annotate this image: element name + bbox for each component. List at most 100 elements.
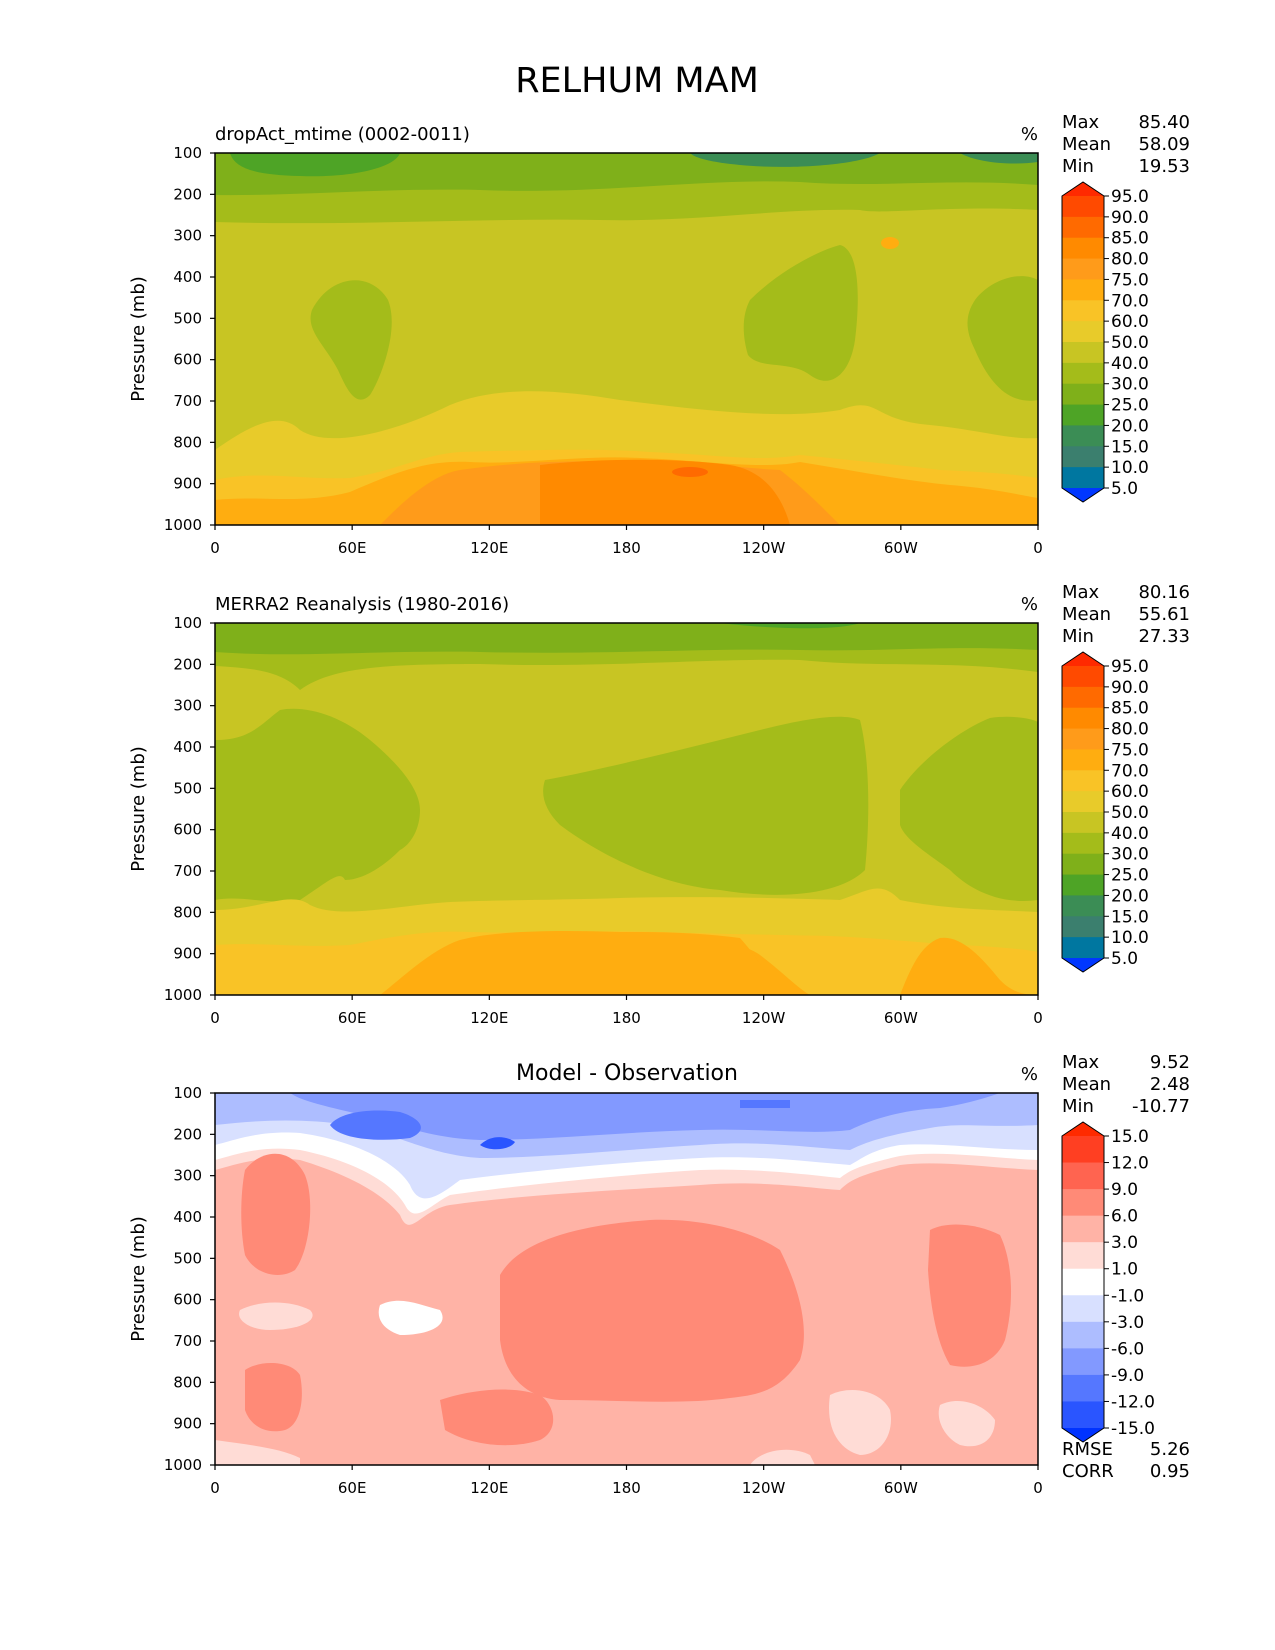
contour-field-2 [215, 623, 1038, 995]
colorbar-swatch [1062, 1136, 1104, 1164]
x-tick-label: 180 [612, 539, 641, 557]
colorbar-label: 30.0 [1111, 845, 1149, 865]
y-tick-label: 300 [173, 227, 202, 245]
y-tick-label: 700 [173, 392, 202, 410]
contour-field-3 [215, 1093, 1038, 1465]
colorbar-label: 10.0 [1111, 928, 1149, 948]
x-tick-label: 120E [470, 1479, 508, 1497]
stat-value: 80.16 [1138, 582, 1190, 603]
x-tick-label: 120E [470, 539, 508, 557]
y-tick-label: 800 [173, 433, 202, 451]
colorbar-label: 12.0 [1111, 1154, 1149, 1174]
colorbar-label: 25.0 [1111, 866, 1149, 886]
y-tick-label: 900 [173, 1415, 202, 1433]
colorbar-extend-bottom [1062, 488, 1104, 502]
colorbar-swatch [1062, 300, 1104, 322]
colorbar-swatch [1062, 1162, 1104, 1190]
colorbar-extend-top [1062, 182, 1104, 196]
colorbar-label: 80.0 [1111, 250, 1149, 270]
x-tick-label: 180 [612, 1479, 641, 1497]
colorbar-extend-top [1062, 652, 1104, 666]
stat-label: Min [1062, 1096, 1094, 1117]
y-tick-label: 700 [173, 862, 202, 880]
colorbar-label: 10.0 [1111, 458, 1149, 478]
colorbar-label: 40.0 [1111, 824, 1149, 844]
panel-3-title: Model - Observation [516, 1061, 738, 1086]
colorbar-swatch [1062, 279, 1104, 301]
colorbar-label: 50.0 [1111, 333, 1149, 353]
x-tick-label: 60E [338, 1009, 367, 1027]
colorbar-label: -6.0 [1111, 1339, 1144, 1359]
x-tick-label: 0 [1033, 1009, 1043, 1027]
colorbar-swatch [1062, 916, 1104, 938]
colorbar-label: 95.0 [1111, 187, 1149, 207]
colorbar-label: 50.0 [1111, 803, 1149, 823]
colorbar-label: 80.0 [1111, 720, 1149, 740]
x-tick-label: 60W [884, 1009, 918, 1027]
x-tick-label: 0 [210, 539, 220, 557]
panel-2-ylabel: Pressure (mb) [128, 746, 149, 872]
x-tick-label: 60E [338, 1479, 367, 1497]
colorbar-label: 5.0 [1111, 479, 1138, 499]
colorbar-label: 90.0 [1111, 678, 1149, 698]
stat-label: CORR [1062, 1461, 1114, 1482]
x-tick-label: 60W [884, 539, 918, 557]
colorbar-swatch [1062, 446, 1104, 468]
y-tick-label: 600 [173, 1291, 202, 1309]
panel-1: dropAct_mtime (0002-0011) % Pressure (mb… [128, 112, 1190, 557]
colorbar-swatch [1062, 425, 1104, 447]
colorbar-label: 15.0 [1111, 907, 1149, 927]
y-tick-label: 500 [173, 309, 202, 327]
y-tick-label: 500 [173, 1249, 202, 1267]
x-tick-label: 0 [1033, 539, 1043, 557]
colorbar-swatch [1062, 196, 1104, 218]
colorbar-label: 40.0 [1111, 354, 1149, 374]
colorbar-label: 30.0 [1111, 375, 1149, 395]
colorbar-swatch [1062, 258, 1104, 281]
colorbar-swatch [1062, 686, 1104, 709]
colorbar-label: 75.0 [1111, 270, 1149, 290]
panel-3-units: % [1021, 1064, 1038, 1085]
colorbar-label: 85.0 [1111, 699, 1149, 719]
stat-value: 19.53 [1138, 156, 1190, 177]
stat-value: 27.33 [1138, 626, 1190, 647]
contour-field-1 [215, 153, 1038, 525]
colorbar-swatch [1062, 853, 1104, 876]
colorbar-label: 5.0 [1111, 949, 1138, 969]
colorbar-label: 9.0 [1111, 1180, 1138, 1200]
colorbar-swatch [1062, 216, 1104, 239]
colorbar-swatch [1062, 1321, 1104, 1349]
colorbar-swatch [1062, 707, 1104, 730]
stat-value: 5.26 [1150, 1439, 1190, 1460]
y-tick-label: 100 [173, 144, 202, 162]
colorbar-label: -3.0 [1111, 1313, 1144, 1333]
stat-value: 55.61 [1138, 604, 1190, 625]
colorbar-swatch [1062, 1374, 1104, 1403]
panel-3: Model - Observation % Pressure (mb) 100 2… [128, 1052, 1190, 1497]
colorbar-label: 20.0 [1111, 416, 1149, 436]
colorbar-swatch [1062, 1268, 1104, 1296]
colorbar-label: 75.0 [1111, 740, 1149, 760]
colorbar-swatch [1062, 1295, 1104, 1323]
stat-value: 9.52 [1150, 1052, 1190, 1073]
panel-2-units: % [1021, 594, 1038, 615]
colorbar-extend-bottom [1062, 1428, 1104, 1442]
colorbar-swatch [1062, 1215, 1104, 1243]
colorbar-label: -1.0 [1111, 1286, 1144, 1306]
panel-1-units: % [1021, 124, 1038, 145]
y-tick-label: 800 [173, 1373, 202, 1391]
y-tick-label: 600 [173, 351, 202, 369]
x-tick-label: 180 [612, 1009, 641, 1027]
colorbar-extend-bottom [1062, 958, 1104, 972]
panel-3-ylabel: Pressure (mb) [128, 1216, 149, 1342]
panel-2: MERRA2 Reanalysis (1980-2016) % Pressure… [128, 582, 1190, 1027]
stat-label: Mean [1062, 1074, 1111, 1095]
x-tick-label: 0 [1033, 1479, 1043, 1497]
y-tick-label: 1000 [164, 986, 202, 1004]
x-tick-label: 120W [742, 1009, 786, 1027]
colorbar-swatch [1062, 812, 1104, 834]
y-tick-label: 300 [173, 697, 202, 715]
x-tick-label: 60W [884, 1479, 918, 1497]
colorbar-label: 20.0 [1111, 886, 1149, 906]
figure-title: RELHUM MAM [515, 61, 759, 101]
